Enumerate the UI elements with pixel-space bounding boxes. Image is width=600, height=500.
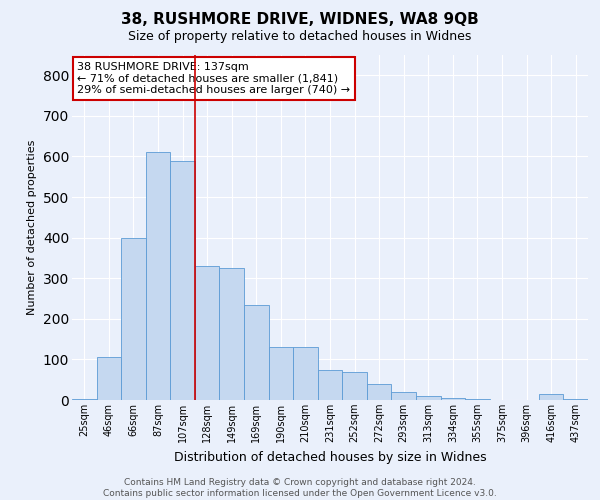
Bar (342, 372, 367, 400)
Bar (293, 347, 318, 400)
Bar (563, 399, 588, 400)
Bar (195, 266, 220, 400)
Bar (121, 238, 146, 400)
Bar (440, 398, 465, 400)
Bar (367, 384, 391, 400)
Text: 38 RUSHMORE DRIVE: 137sqm
← 71% of detached houses are smaller (1,841)
29% of se: 38 RUSHMORE DRIVE: 137sqm ← 71% of detac… (77, 62, 350, 95)
Y-axis label: Number of detached properties: Number of detached properties (27, 140, 37, 315)
Bar (146, 152, 170, 400)
Bar (244, 304, 269, 400)
X-axis label: Distribution of detached houses by size in Widnes: Distribution of detached houses by size … (173, 450, 487, 464)
Bar (318, 370, 342, 400)
Bar (170, 160, 195, 400)
Bar (465, 399, 490, 400)
Bar (416, 396, 440, 400)
Bar (72, 399, 97, 400)
Bar (97, 358, 121, 400)
Text: Contains HM Land Registry data © Crown copyright and database right 2024.
Contai: Contains HM Land Registry data © Crown c… (103, 478, 497, 498)
Bar (269, 347, 293, 400)
Text: Size of property relative to detached houses in Widnes: Size of property relative to detached ho… (128, 30, 472, 43)
Bar (391, 392, 416, 400)
Bar (539, 394, 563, 400)
Text: 38, RUSHMORE DRIVE, WIDNES, WA8 9QB: 38, RUSHMORE DRIVE, WIDNES, WA8 9QB (121, 12, 479, 28)
Bar (220, 268, 244, 400)
